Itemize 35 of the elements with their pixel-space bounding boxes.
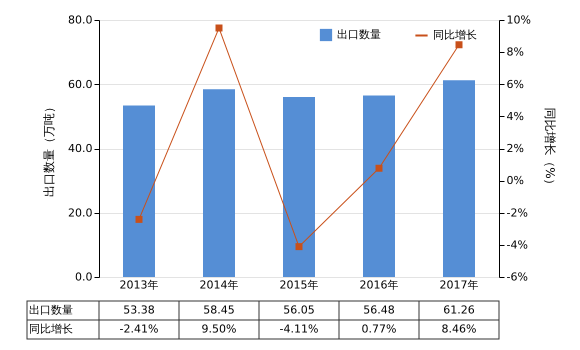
y-tick-label: 0.0 — [75, 270, 92, 284]
x-tick-label: 2015年 — [280, 278, 318, 292]
data-label: 58.45 — [203, 304, 235, 316]
y2-tick-label: 8% — [506, 46, 524, 59]
data-label: 9.50% — [202, 322, 236, 336]
data-label: 56.48 — [363, 304, 395, 316]
text: 出口数量 — [29, 304, 73, 316]
y-tick-label: 60.0 — [68, 78, 92, 91]
legend-label: 出口数量 — [337, 28, 381, 41]
y-tick-label: 40.0 — [68, 142, 92, 155]
y2-tick-label: -6% — [506, 270, 528, 284]
y2-tick-label: 0% — [506, 174, 524, 188]
y2-tick-label: -2% — [506, 206, 528, 220]
y2-tick-label: 2% — [506, 142, 524, 155]
y-tick-label: 80.0 — [68, 14, 92, 26]
data-label: -2.41% — [120, 322, 158, 336]
legend-label: 同比增长 — [433, 28, 477, 42]
y2-tick-label: -4% — [506, 238, 528, 252]
y2-axis-title: 同比增长（%） — [542, 107, 557, 191]
y-axis-title: 出口数量（万吨） — [42, 101, 56, 197]
data-label: 8.46% — [442, 322, 476, 336]
data-label: 0.77% — [362, 322, 396, 336]
y2-tick-label: 4% — [506, 110, 524, 123]
data-label: -4.11% — [280, 322, 318, 336]
text: 同比增长 — [29, 322, 73, 336]
x-tick-label: 2014年 — [200, 278, 238, 292]
x-tick-label: 2016年 — [360, 278, 398, 292]
data-label: 56.05 — [283, 304, 315, 316]
y2-tick-label: 10% — [506, 14, 531, 26]
data-label: 61.26 — [443, 304, 475, 316]
x-tick-label: 2017年 — [440, 278, 478, 292]
y-tick-label: 20.0 — [68, 206, 92, 220]
y2-tick-label: 6% — [506, 78, 524, 91]
x-tick-label: 2013年 — [120, 278, 158, 292]
data-label: 53.38 — [123, 304, 155, 316]
